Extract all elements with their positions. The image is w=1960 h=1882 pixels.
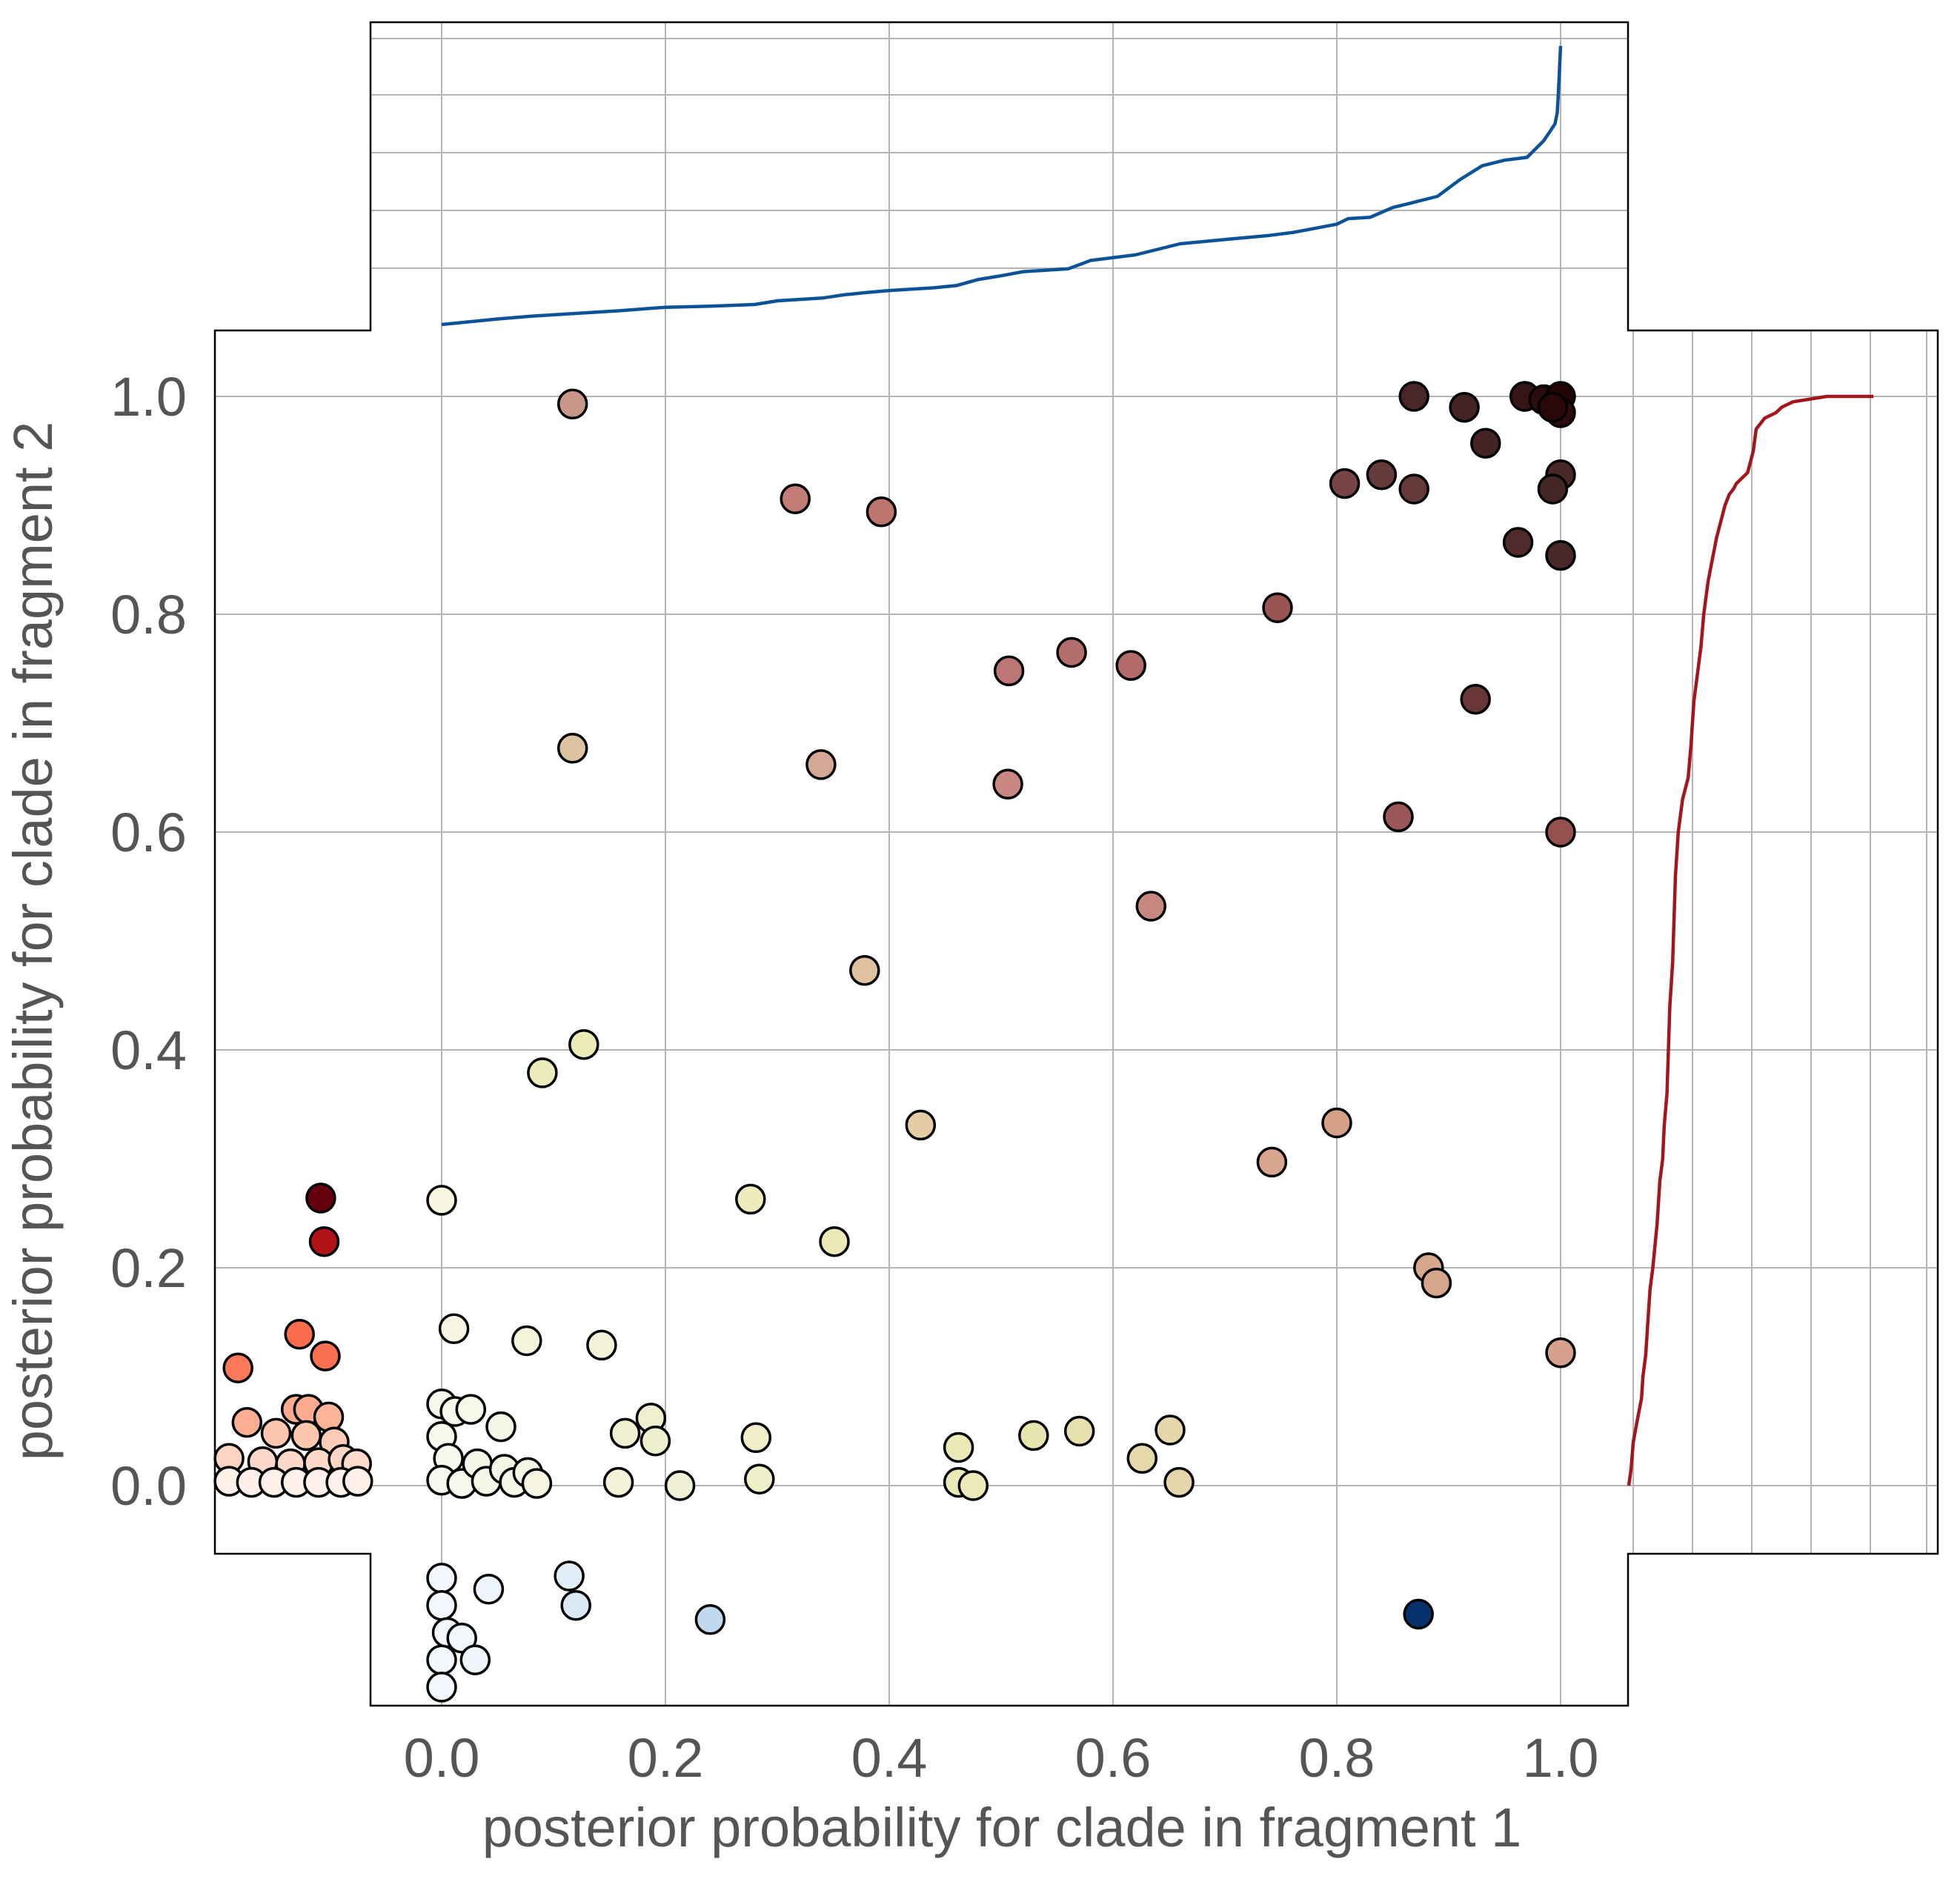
scatter-point-98 <box>426 1563 457 1594</box>
scatter-point-58 <box>1126 1443 1158 1474</box>
scatter-point-72 <box>521 1468 553 1499</box>
scatter-point-39 <box>1421 1267 1452 1299</box>
y-axis-label: posterior probability for clade in fragm… <box>2 422 64 1461</box>
scatter-point-57 <box>1155 1414 1186 1446</box>
scatter-point-12 <box>1366 459 1398 491</box>
scatter-point-34 <box>1256 1146 1288 1178</box>
scatter-point-31 <box>527 1057 558 1088</box>
scatter-point-1 <box>780 483 811 514</box>
scatter-point-102 <box>446 1623 477 1654</box>
scatter-point-0 <box>557 388 588 420</box>
scatter-point-105 <box>473 1573 505 1605</box>
scatter-point-28 <box>1135 891 1167 922</box>
scatter-point-108 <box>694 1604 726 1635</box>
scatter-point-59 <box>1163 1466 1195 1498</box>
x-tick-label-3: 0.6 <box>1075 1727 1152 1789</box>
right-marginal-curve <box>1627 394 1874 1486</box>
y-tick-label-2: 0.4 <box>110 1020 187 1081</box>
scatter-point-101 <box>426 1644 457 1675</box>
tick-labels: 0.0 0.2 0.4 0.6 0.8 1.0 0.0 0.2 0.4 0.6 0.8 1.0 <box>110 366 1598 1789</box>
scatter-point-62 <box>455 1394 487 1425</box>
scatter-point-44 <box>485 1411 516 1443</box>
right-marginal-panel <box>1627 394 1874 1486</box>
scatter-point-35 <box>426 1185 457 1216</box>
scatter-point-19 <box>993 655 1025 687</box>
scatter-point-2 <box>866 496 897 528</box>
scatter-point-16 <box>1502 527 1534 558</box>
grid-lines <box>215 22 1938 1706</box>
scatter-point-25 <box>992 768 1023 800</box>
scatter-point-83 <box>290 1420 322 1452</box>
scatter-point-11 <box>1329 468 1361 499</box>
x-tick-label-1: 0.2 <box>628 1727 704 1789</box>
scatter-point-5 <box>1470 428 1501 459</box>
y-tick-label-1: 0.2 <box>110 1237 187 1299</box>
scatter-point-97 <box>342 1466 373 1497</box>
top-marginal-panel <box>441 45 1563 327</box>
scatter-point-32 <box>905 1109 937 1141</box>
scatter-point-10 <box>1537 391 1569 423</box>
scatter-point-103 <box>426 1672 457 1703</box>
y-tick-label-0: 0.0 <box>110 1455 187 1517</box>
scatter-point-27 <box>1545 817 1576 848</box>
scatter-point-13 <box>1398 473 1429 505</box>
scatter-point-22 <box>1460 683 1491 715</box>
scatter-point-54 <box>957 1470 989 1501</box>
top-marginal-curve <box>441 45 1563 327</box>
y-tick-label-5: 1.0 <box>110 366 187 428</box>
scatter-point-49 <box>664 1470 696 1501</box>
scatter-point-99 <box>426 1589 457 1621</box>
scatter-point-78 <box>231 1406 263 1438</box>
scatter-point-18 <box>1262 592 1293 623</box>
scatter-point-73 <box>305 1183 336 1214</box>
scatter-point-3 <box>1398 381 1429 412</box>
scatter-point-15 <box>1537 473 1569 505</box>
scatter-point-36 <box>735 1183 766 1215</box>
scatter-point-55 <box>1018 1420 1049 1452</box>
scatter-point-20 <box>1056 636 1087 668</box>
scatter-point-33 <box>1321 1107 1352 1139</box>
scatter-point-52 <box>943 1432 974 1463</box>
scatter-point-50 <box>740 1422 772 1454</box>
x-tick-label-0: 0.0 <box>404 1727 480 1789</box>
y-tick-label-4: 0.8 <box>110 584 187 645</box>
scatter-point-30 <box>568 1028 599 1060</box>
scatter-point-104 <box>459 1644 491 1675</box>
scatter-point-48 <box>602 1466 634 1498</box>
scatter-point-42 <box>511 1325 542 1357</box>
scatter-point-24 <box>805 749 837 780</box>
scatter-point-56 <box>1063 1415 1095 1447</box>
scatter-point-77 <box>310 1340 341 1371</box>
scatter-point-109 <box>1403 1598 1434 1630</box>
scatter-point-43 <box>586 1329 617 1361</box>
scatter-points <box>213 381 1576 1703</box>
scatter-point-23 <box>557 733 588 764</box>
scatter-point-29 <box>849 954 880 986</box>
y-tick-label-3: 0.6 <box>110 802 187 863</box>
scatter-point-47 <box>640 1425 671 1457</box>
scatter-point-51 <box>744 1463 775 1494</box>
x-tick-label-5: 1.0 <box>1523 1727 1599 1789</box>
scatter-point-107 <box>560 1589 591 1621</box>
plot-frame <box>213 21 1939 1707</box>
scatter-point-40 <box>1545 1337 1576 1369</box>
scatter-point-74 <box>308 1226 340 1257</box>
scatter-point-75 <box>222 1352 253 1383</box>
scatter-point-37 <box>819 1226 850 1257</box>
scatter-point-76 <box>284 1318 315 1350</box>
x-tick-label-2: 0.4 <box>851 1727 928 1789</box>
scatter-point-45 <box>609 1417 641 1449</box>
scatter-point-21 <box>1115 650 1146 681</box>
x-axis-label: posterior probability for clade in fragm… <box>482 1797 1522 1858</box>
scatter-point-41 <box>438 1313 470 1345</box>
scatter-point-17 <box>1545 539 1576 571</box>
scatter-point-4 <box>1449 391 1480 423</box>
scatter-point-26 <box>1383 801 1414 833</box>
x-tick-label-4: 0.8 <box>1299 1727 1375 1789</box>
scatter-point-106 <box>554 1560 585 1592</box>
scatter-point-82 <box>260 1417 292 1449</box>
